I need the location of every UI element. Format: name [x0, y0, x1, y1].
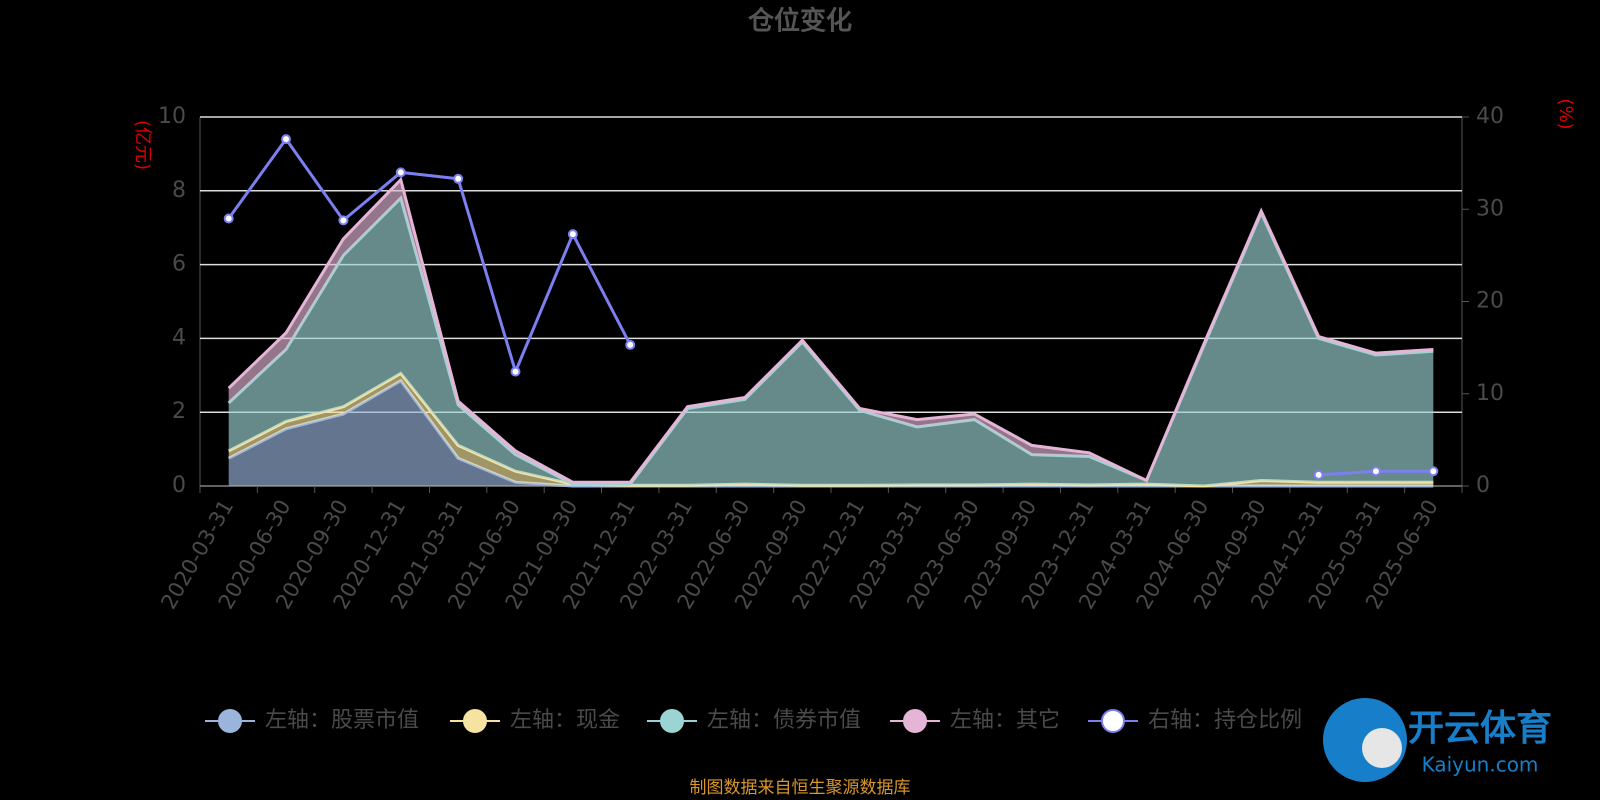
ratio-point	[453, 173, 464, 184]
watermark-text: 开云体育	[1408, 708, 1552, 749]
y-tick-label: 8	[172, 178, 186, 203]
y-tick-label: 2	[172, 399, 186, 424]
area-fill	[228, 380, 1434, 486]
ratio-point	[1428, 466, 1439, 477]
legend-marker	[463, 709, 487, 733]
legend-marker	[218, 709, 242, 733]
y2-tick-label: 20	[1476, 289, 1504, 314]
y-tick-label: 0	[172, 473, 186, 498]
watermark: 开云体育 Kaiyun.com	[1323, 698, 1552, 782]
ratio-point	[281, 134, 292, 145]
y2-tick-label: 30	[1476, 196, 1504, 221]
legend-marker	[1101, 709, 1125, 733]
y-tick-label: 6	[172, 252, 186, 277]
ratio-point	[510, 366, 521, 377]
y2-tick-label: 0	[1476, 473, 1490, 498]
ratio-point	[567, 229, 578, 240]
area-line	[227, 176, 1434, 484]
legend-label: 左轴：股票市值	[265, 708, 419, 733]
legend-marker	[660, 709, 684, 733]
watermark-subtext: Kaiyun.com	[1422, 753, 1539, 777]
legend-label: 左轴：债券市值	[707, 708, 861, 733]
y2-tick-label: 10	[1476, 381, 1504, 406]
source-note: 制图数据来自恒生聚源数据库	[690, 778, 911, 798]
legend-label: 左轴：现金	[510, 708, 620, 733]
ratio-point	[625, 339, 636, 350]
ratio-point	[1370, 466, 1381, 477]
legend-label: 左轴：其它	[950, 708, 1060, 733]
y-tick-label: 4	[172, 325, 186, 350]
y2-unit: (%)	[1555, 98, 1576, 129]
ratio-point	[338, 215, 349, 226]
legend-label: 右轴：持仓比例	[1148, 708, 1302, 733]
ratio-point	[223, 213, 234, 224]
chart-title: 仓位变化	[747, 6, 852, 37]
y-unit: (亿元)	[132, 120, 153, 170]
legend-marker	[903, 709, 927, 733]
y2-tick-label: 40	[1476, 104, 1504, 129]
ratio-point	[1313, 469, 1324, 480]
area-fill	[228, 198, 1434, 486]
watermark-ball	[1362, 728, 1402, 768]
y-tick-label: 10	[158, 104, 186, 129]
ratio-point	[395, 167, 406, 178]
